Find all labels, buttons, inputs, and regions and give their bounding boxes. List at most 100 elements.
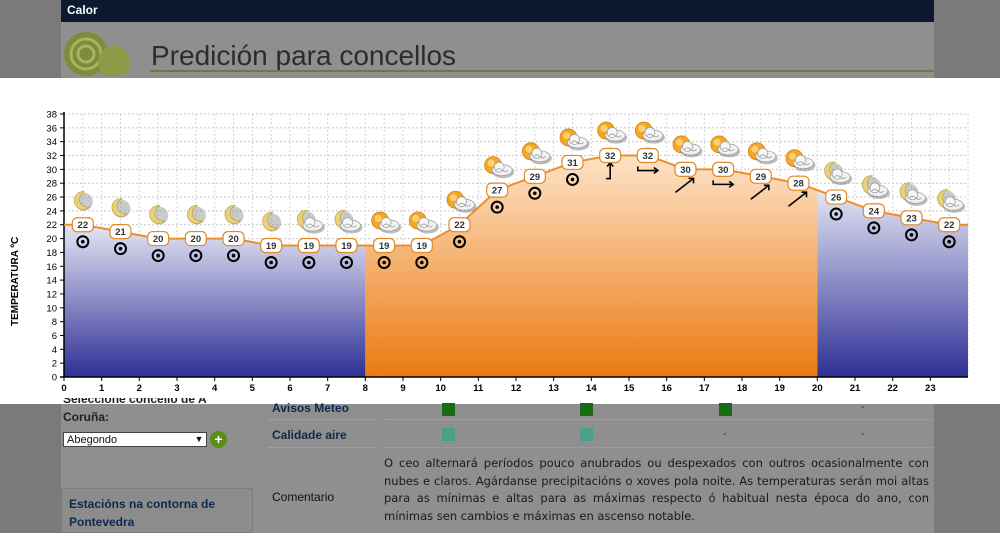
temperature-label-box <box>222 230 245 247</box>
wind-arrow <box>788 191 807 207</box>
calm-icon <box>76 235 90 249</box>
x-tick-label: 1 <box>99 383 105 394</box>
y-tick-label: 16 <box>46 262 57 273</box>
x-tick-label: 4 <box>212 383 218 394</box>
temperature-label-box <box>448 217 471 233</box>
moon-cloud-icon <box>861 175 890 199</box>
temperature-label-box <box>71 217 94 233</box>
select-label-text: Coruña: <box>63 410 109 424</box>
temperature-label: 21 <box>115 227 126 238</box>
calm-icon <box>490 200 504 214</box>
x-tick-label: 7 <box>325 383 330 394</box>
add-button[interactable]: + <box>210 431 227 448</box>
wind-arrow-head <box>763 184 770 191</box>
calm-icon <box>377 256 391 269</box>
forecast-chart-panel: 0 2 4 6 8 10 12 14 16 18 20 22 24 26 28 30 32 34 36 38 0 1 2 3 4… <box>0 78 1000 404</box>
calm-icon <box>528 186 542 200</box>
moon-icon <box>224 205 244 225</box>
calm-ring <box>114 242 127 256</box>
temperature-label: 29 <box>756 172 767 183</box>
moon-cloud-icon <box>824 161 853 186</box>
cloud-swirl <box>306 223 320 228</box>
sun-highlight <box>525 145 533 153</box>
calm-icon <box>340 256 353 269</box>
moon-cloud-icon <box>296 210 325 234</box>
x-tick-label: 13 <box>548 383 559 394</box>
x-tick-label: 17 <box>699 383 710 394</box>
municipality-select[interactable]: Abegondo ▼ <box>63 432 207 447</box>
moon-icon <box>186 205 206 225</box>
moon-cloud-icon <box>937 189 966 213</box>
wind-northeast-arrow-icon <box>788 191 808 207</box>
temperature-label-box <box>900 210 923 226</box>
calm-icon <box>415 256 429 269</box>
sun-cloud-icon <box>484 156 515 179</box>
left-panel: Seleccione concello de A Coruña: Abegondo… <box>61 398 253 533</box>
comment-text: O ceo alternará períodos pouco anubrados… <box>384 456 929 523</box>
calm-dot <box>457 239 462 244</box>
calm-dot <box>81 239 85 244</box>
sun-highlight <box>600 125 608 133</box>
section-tab[interactable]: Calor <box>61 0 934 22</box>
wind-northeast-arrow-icon <box>675 177 695 193</box>
calm-dot <box>533 191 537 196</box>
empty-cell: - <box>861 401 865 413</box>
cloud-swirl <box>946 202 960 207</box>
calm-icon <box>867 221 881 235</box>
calm-icon <box>453 235 466 249</box>
calm-icon <box>942 235 956 249</box>
cloud-swirl <box>797 161 810 166</box>
sun-cloud-icon <box>710 135 741 158</box>
moon-icon <box>149 205 169 225</box>
x-tick-label: 0 <box>61 383 66 394</box>
temperature-label-box <box>636 147 659 164</box>
warning-square <box>442 403 455 416</box>
x-tick-label: 23 <box>925 383 936 394</box>
calm-ring <box>453 235 466 249</box>
wind-arrow <box>637 166 658 172</box>
cloud-swirl <box>684 147 697 152</box>
wind-arrow <box>675 177 694 193</box>
cloud-swirl <box>382 223 396 228</box>
row-label-warnings[interactable]: Avisos Meteo <box>272 401 349 415</box>
wind-arrow-head <box>688 177 695 184</box>
cloud-swirl <box>608 133 622 138</box>
calm-ring <box>377 256 391 269</box>
calm-icon <box>151 249 165 263</box>
calm-ring <box>340 256 353 269</box>
calm-ring <box>415 256 429 269</box>
temperature-label-box <box>787 175 810 191</box>
row-divider <box>384 419 934 420</box>
calm-dot <box>118 246 123 251</box>
select-label-partial: Seleccione concello de A <box>63 398 207 406</box>
day-area <box>365 155 818 377</box>
title-rule <box>150 70 934 72</box>
x-tick-label: 18 <box>737 383 748 394</box>
calm-ring <box>151 249 165 263</box>
calm-dot <box>382 260 386 265</box>
sun-highlight <box>676 138 683 146</box>
temperature-label-box <box>184 230 207 247</box>
temperature-label: 28 <box>793 179 804 190</box>
cloud-swirl <box>833 175 847 179</box>
cloud-swirl <box>458 202 471 207</box>
chart-areas <box>64 155 968 377</box>
moon-crescent <box>73 191 91 210</box>
calm-icon <box>264 256 278 269</box>
row-label-air-quality[interactable]: Calidade aire <box>272 428 347 442</box>
temperature-label: 19 <box>304 241 315 252</box>
cloud-swirl <box>344 223 357 228</box>
x-tick-label: 15 <box>624 383 635 394</box>
temperature-label-box <box>862 203 885 219</box>
temperature-label: 22 <box>78 220 89 231</box>
temperature-label-box <box>523 168 546 184</box>
calm-icon <box>189 249 203 263</box>
x-tick-label: 9 <box>400 383 405 394</box>
calm-dot <box>570 177 575 182</box>
calm-icon <box>905 228 918 242</box>
moon-crescent <box>224 205 241 224</box>
x-tick-label: 21 <box>850 383 861 394</box>
stations-link[interactable]: Estacións na contorna de Pontevedra <box>69 497 216 529</box>
temperature-label: 29 <box>530 172 541 183</box>
sun-highlight <box>374 215 382 222</box>
